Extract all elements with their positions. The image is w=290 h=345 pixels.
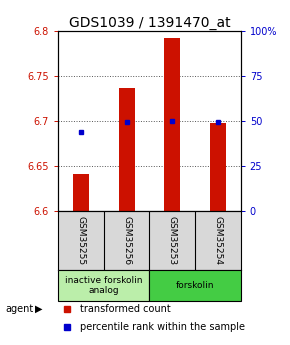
Text: GSM35255: GSM35255 xyxy=(76,216,85,265)
Bar xyxy=(149,270,241,301)
Text: GSM35253: GSM35253 xyxy=(168,216,177,265)
Text: GSM35256: GSM35256 xyxy=(122,216,131,265)
Text: inactive forskolin
analog: inactive forskolin analog xyxy=(65,276,142,295)
Bar xyxy=(164,38,180,211)
Text: GSM35254: GSM35254 xyxy=(213,216,222,265)
Text: ▶: ▶ xyxy=(35,304,42,314)
Text: percentile rank within the sample: percentile rank within the sample xyxy=(80,322,245,332)
Text: agent: agent xyxy=(6,304,34,314)
Text: transformed count: transformed count xyxy=(80,304,171,314)
Bar xyxy=(119,88,135,211)
Bar xyxy=(210,123,226,211)
Bar xyxy=(73,174,89,211)
Text: forskolin: forskolin xyxy=(176,281,214,290)
Bar xyxy=(58,270,149,301)
Title: GDS1039 / 1391470_at: GDS1039 / 1391470_at xyxy=(68,16,230,30)
